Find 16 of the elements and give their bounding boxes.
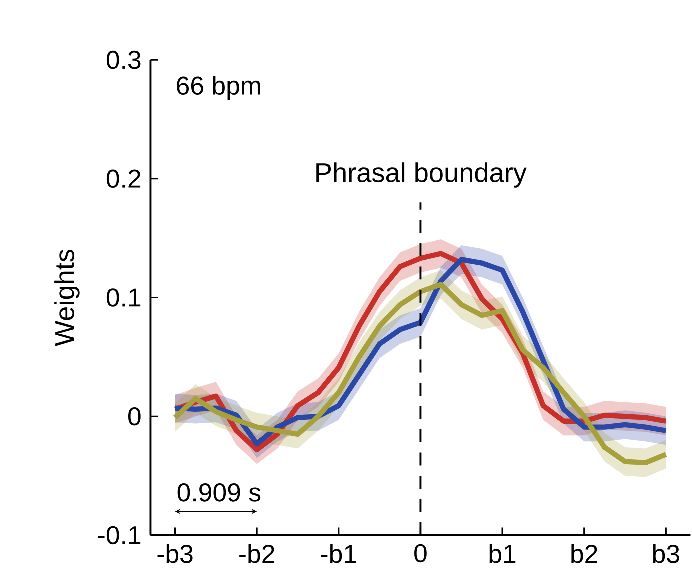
y-axis-title: Weights: [54, 250, 80, 346]
x-tick-label: b3: [653, 544, 680, 564]
y-tick-label: 0.1: [106, 288, 141, 307]
y-tick-label: 0: [128, 408, 141, 426]
annotation: 66 bpm: [177, 76, 260, 100]
x-tick-label: b1: [490, 544, 516, 564]
ref-line-label: Phrasal boundary: [316, 162, 527, 188]
x-tick-label: b2: [572, 544, 598, 564]
x-tick-label: -b3: [158, 544, 193, 564]
annotation: 0.909 s: [178, 484, 261, 502]
y-tick-label: 0.2: [106, 170, 141, 188]
x-tick-label: -b1: [321, 544, 356, 564]
x-tick-label: -b2: [240, 544, 274, 564]
y-tick-label: 0.3: [106, 50, 141, 70]
y-tick-label: -0.1: [98, 526, 141, 545]
x-tick-label: 0: [414, 544, 427, 563]
